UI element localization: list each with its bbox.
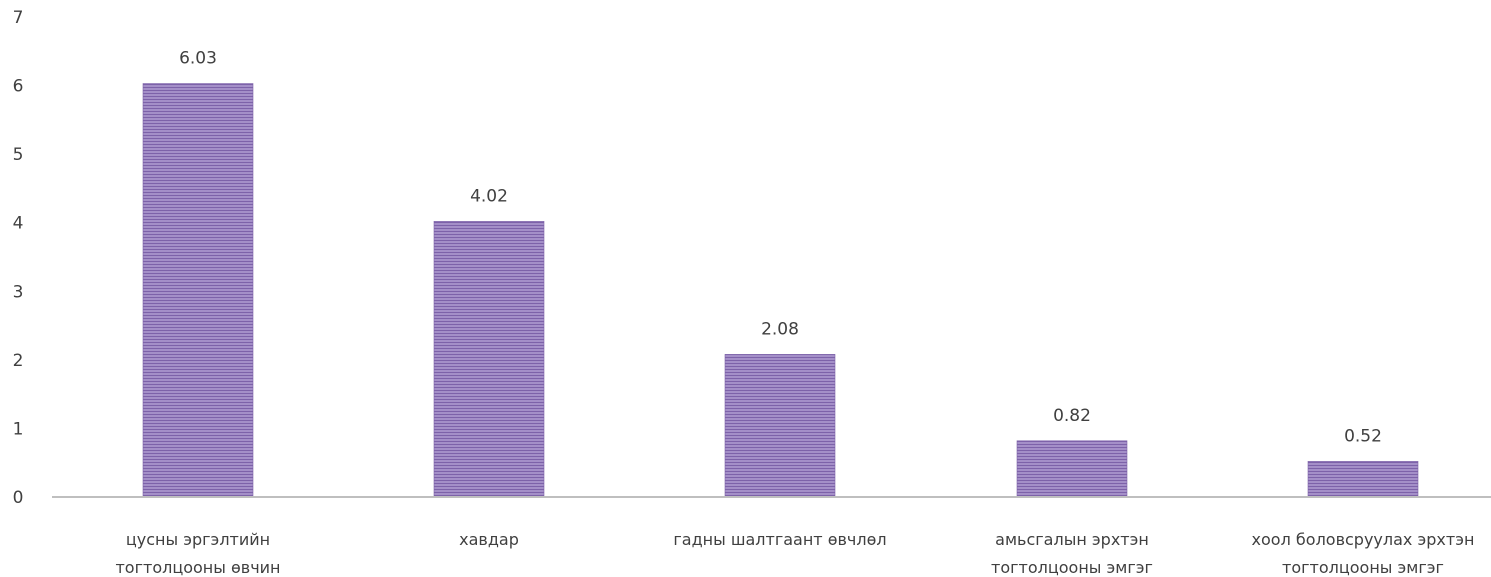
y-tick-label: 7 bbox=[13, 8, 24, 28]
bar-value-label: 6.03 bbox=[179, 49, 217, 69]
x-category-label: хоол боловсруулах эрхтэн тогтолцооны эмгэ… bbox=[1252, 530, 1475, 577]
y-tick-label: 5 bbox=[13, 145, 24, 165]
y-axis-ticks: 0 1 2 3 4 5 6 7 bbox=[13, 8, 24, 508]
bar bbox=[142, 83, 254, 498]
bar-value-label: 0.82 bbox=[1053, 406, 1091, 426]
bar bbox=[1307, 461, 1419, 498]
y-tick-label: 2 bbox=[13, 351, 24, 371]
bar-value-label: 4.02 bbox=[470, 186, 508, 206]
y-tick-label: 1 bbox=[13, 419, 24, 439]
bars-group bbox=[142, 83, 1419, 498]
x-category-label: цусны эргэлтийн тогтолцооны өвчин bbox=[115, 530, 280, 577]
y-tick-label: 0 bbox=[13, 488, 24, 508]
y-tick-label: 4 bbox=[13, 214, 24, 234]
bar bbox=[1016, 440, 1128, 498]
x-category-label: хавдар bbox=[459, 530, 519, 549]
x-category-label: амьсгалын эрхтэн тогтолцооны эмгэг bbox=[991, 530, 1153, 577]
data-labels-group: 6.03 4.02 2.08 0.82 0.52 bbox=[179, 49, 1382, 447]
category-labels-group: цусны эргэлтийн тогтолцооны өвчин хавдар га… bbox=[115, 530, 1474, 577]
y-tick-label: 3 bbox=[13, 282, 24, 302]
bar-value-label: 2.08 bbox=[761, 319, 799, 339]
bar bbox=[433, 221, 545, 498]
x-category-label: гадны шалтгаант өвчлөл bbox=[673, 530, 886, 549]
y-tick-label: 6 bbox=[13, 77, 24, 97]
bar bbox=[724, 354, 836, 498]
bar-value-label: 0.52 bbox=[1344, 426, 1382, 446]
